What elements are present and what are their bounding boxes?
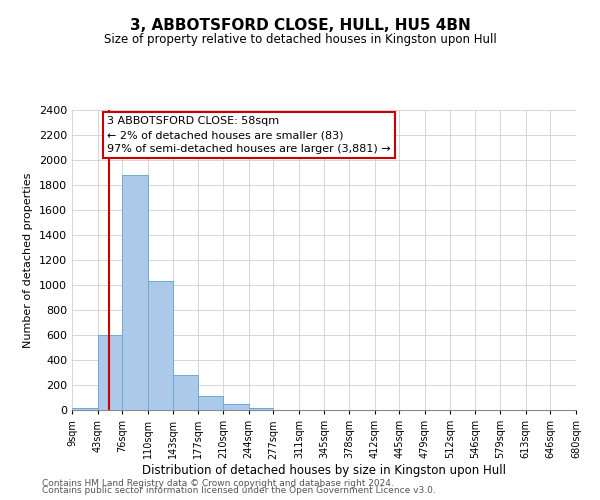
Bar	[148, 281, 173, 410]
Text: Contains public sector information licensed under the Open Government Licence v3: Contains public sector information licen…	[42, 486, 436, 495]
Y-axis label: Number of detached properties: Number of detached properties	[23, 172, 34, 348]
Bar	[98, 335, 122, 410]
Text: Size of property relative to detached houses in Kingston upon Hull: Size of property relative to detached ho…	[104, 32, 496, 46]
Text: 3, ABBOTSFORD CLOSE, HULL, HU5 4BN: 3, ABBOTSFORD CLOSE, HULL, HU5 4BN	[130, 18, 470, 32]
X-axis label: Distribution of detached houses by size in Kingston upon Hull: Distribution of detached houses by size …	[142, 464, 506, 477]
Bar	[173, 375, 198, 410]
Bar	[198, 396, 223, 410]
Bar	[72, 408, 98, 410]
Bar	[223, 404, 248, 410]
Bar	[248, 408, 273, 410]
Text: 3 ABBOTSFORD CLOSE: 58sqm
← 2% of detached houses are smaller (83)
97% of semi-d: 3 ABBOTSFORD CLOSE: 58sqm ← 2% of detach…	[107, 116, 391, 154]
Text: Contains HM Land Registry data © Crown copyright and database right 2024.: Contains HM Land Registry data © Crown c…	[42, 478, 394, 488]
Bar	[122, 175, 148, 410]
